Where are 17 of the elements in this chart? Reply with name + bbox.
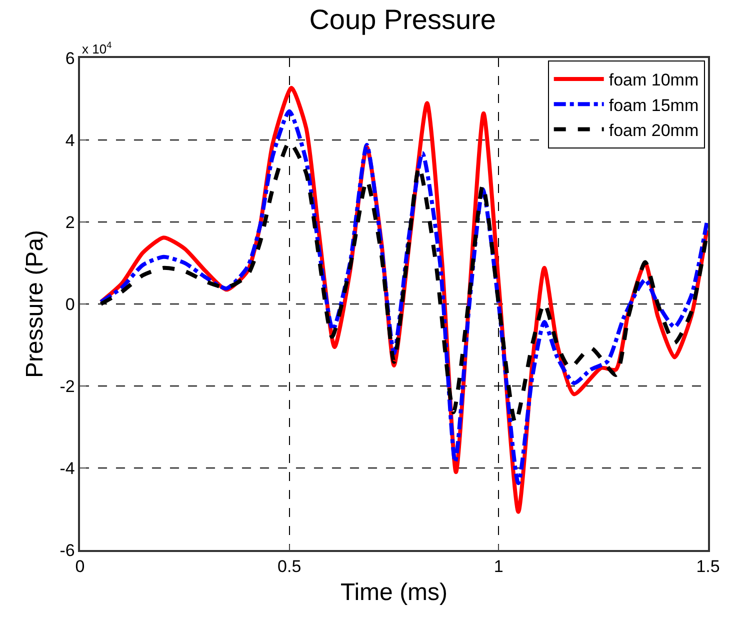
chart-title: Coup Pressure [309, 4, 496, 36]
x-tick-label: 1.5 [696, 557, 720, 576]
legend-label: foam 20mm [608, 120, 699, 140]
x-tick-label: 0.5 [278, 557, 302, 576]
y-tick-label: 2 [65, 212, 75, 232]
text: x 10$^{4}$ [82, 40, 112, 56]
x-tick-label: 1 [494, 557, 504, 576]
y-tick-label: -4 [60, 458, 75, 478]
legend-label: foam 10mm [608, 70, 699, 90]
y-tick-label: -2 [60, 376, 75, 396]
legend-label: foam 15mm [608, 96, 699, 115]
x-axis-title: Time (ms) [340, 578, 448, 606]
y-tick-label: -6 [60, 540, 75, 560]
y-tick-label: 0 [65, 294, 75, 314]
y-tick-label: 4 [65, 130, 75, 150]
y-axis-title: Pressure (Pa) [21, 230, 48, 378]
y-tick-label: 6 [65, 48, 75, 68]
